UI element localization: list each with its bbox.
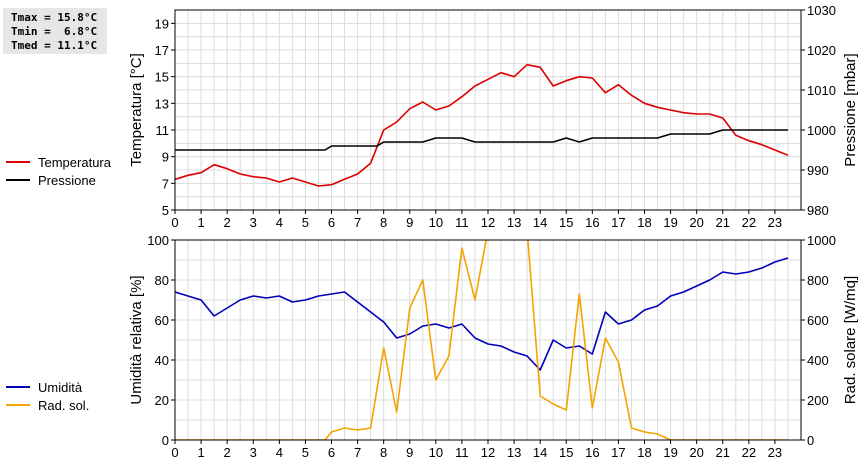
- y2-axis-title: Rad. solare [W/mq]: [842, 276, 859, 404]
- x-tick-label: 11: [455, 215, 469, 230]
- y-tick-label: 11: [156, 123, 170, 138]
- y2-tick-label: 1010: [807, 83, 836, 98]
- x-tick-label: 7: [354, 445, 361, 460]
- y-tick-label: 17: [155, 43, 169, 58]
- x-tick-label: 4: [276, 445, 283, 460]
- y2-tick-label: 1000: [807, 123, 836, 138]
- x-tick-label: 15: [559, 445, 573, 460]
- x-tick-label: 21: [716, 445, 730, 460]
- humidity-radiation-chart: 0 1 2 3 4 5 6 7 8 9 10 11 12 13 14 15 16 17 18 19 20 21 22 2302…: [6, 233, 859, 460]
- x-tick-label: 23: [768, 215, 782, 230]
- y2-tick-label: 0: [807, 433, 814, 448]
- x-tick-label: 4: [276, 215, 283, 230]
- x-tick-label: 5: [302, 445, 309, 460]
- x-tick-label: 19: [663, 445, 677, 460]
- y-tick-label: 0: [162, 433, 169, 448]
- grid: [174, 9, 802, 211]
- tmin-text: Tmin = 6.8°C: [11, 25, 98, 38]
- x-tick-label: 17: [611, 215, 625, 230]
- x-tick-label: 11: [455, 445, 469, 460]
- x-tick-label: 17: [611, 445, 625, 460]
- x-tick-label: 2: [224, 215, 231, 230]
- x-tick-label: 16: [585, 215, 599, 230]
- x-tick-label: 22: [742, 445, 756, 460]
- x-tick-label: 13: [507, 215, 521, 230]
- y-tick-label: 20: [155, 393, 169, 408]
- stats-box: Tmax = 15.8°C Tmin = 6.8°C Tmed = 11.1°C: [3, 8, 107, 54]
- x-tick-label: 3: [250, 215, 257, 230]
- y-tick-label: 19: [155, 16, 169, 31]
- y-axis-title: Temperatura [°C]: [128, 53, 145, 167]
- y2-tick-label: 1020: [807, 43, 836, 58]
- legend-label: Temperatura: [38, 155, 112, 170]
- x-tick-label: 1: [197, 445, 204, 460]
- y2-axis-title: Pressione [mbar]: [842, 53, 859, 166]
- y2-tick-label: 980: [807, 203, 829, 218]
- tmed-text: Tmed = 11.1°C: [11, 39, 98, 52]
- x-tick-label: 16: [585, 445, 599, 460]
- y2-tick-label: 200: [807, 393, 829, 408]
- x-tick-label: 19: [663, 215, 677, 230]
- x-tick-label: 6: [328, 445, 335, 460]
- series-line-1: [175, 257, 789, 371]
- temperature-pressure-chart: 0 1 2 3 4 5 6 7 8 9 10 11 12 13 14 15 16 17 18 19 20 21 22 2357…: [6, 3, 859, 230]
- y-tick-label: 80: [155, 273, 169, 288]
- x-tick-label: 14: [533, 445, 547, 460]
- x-tick-label: 8: [380, 215, 387, 230]
- y-tick-label: 15: [155, 70, 169, 85]
- series-line-2: [175, 129, 788, 151]
- x-tick-label: 13: [507, 445, 521, 460]
- y-axis-title: Umidità relativa [%]: [128, 275, 145, 404]
- y-tick-label: 9: [162, 150, 169, 165]
- x-tick-label: 18: [637, 215, 651, 230]
- x-tick-label: 3: [250, 445, 257, 460]
- x-tick-label: 21: [716, 215, 730, 230]
- x-tick-label: 1: [197, 215, 204, 230]
- x-tick-label: 15: [559, 215, 573, 230]
- x-tick-label: 9: [406, 215, 413, 230]
- y-tick-label: 100: [147, 233, 169, 248]
- x-tick-label: 20: [689, 215, 703, 230]
- y-tick-label: 5: [162, 203, 169, 218]
- y2-tick-label: 1030: [807, 3, 836, 18]
- series-line-2: [175, 240, 788, 440]
- x-tick-label: 20: [689, 445, 703, 460]
- x-tick-label: 10: [429, 215, 443, 230]
- x-tick-label: 0: [171, 445, 178, 460]
- y2-tick-label: 990: [807, 163, 829, 178]
- x-tick-label: 2: [224, 445, 231, 460]
- x-tick-label: 14: [533, 215, 547, 230]
- y-tick-label: 60: [155, 313, 169, 328]
- y-tick-label: 40: [155, 353, 169, 368]
- x-tick-label: 12: [481, 215, 495, 230]
- tmax-text: Tmax = 15.8°C: [11, 11, 98, 24]
- x-tick-label: 8: [380, 445, 387, 460]
- x-tick-label: 5: [302, 215, 309, 230]
- y2-tick-label: 600: [807, 313, 829, 328]
- x-tick-label: 9: [406, 445, 413, 460]
- x-tick-label: 23: [768, 445, 782, 460]
- x-tick-label: 12: [481, 445, 495, 460]
- y2-tick-label: 1000: [807, 233, 836, 248]
- y2-tick-label: 800: [807, 273, 829, 288]
- y-tick-label: 13: [155, 96, 169, 111]
- x-tick-label: 7: [354, 215, 361, 230]
- x-tick-label: 22: [742, 215, 756, 230]
- x-tick-label: 10: [429, 445, 443, 460]
- legend-label: Pressione: [38, 173, 96, 188]
- y2-tick-label: 400: [807, 353, 829, 368]
- legend-label: Umidità: [38, 380, 83, 395]
- x-tick-label: 18: [637, 445, 651, 460]
- series-line-1: [175, 63, 789, 187]
- y-tick-label: 7: [162, 176, 169, 191]
- x-tick-label: 6: [328, 215, 335, 230]
- legend-label: Rad. sol.: [38, 398, 89, 413]
- x-tick-label: 0: [171, 215, 178, 230]
